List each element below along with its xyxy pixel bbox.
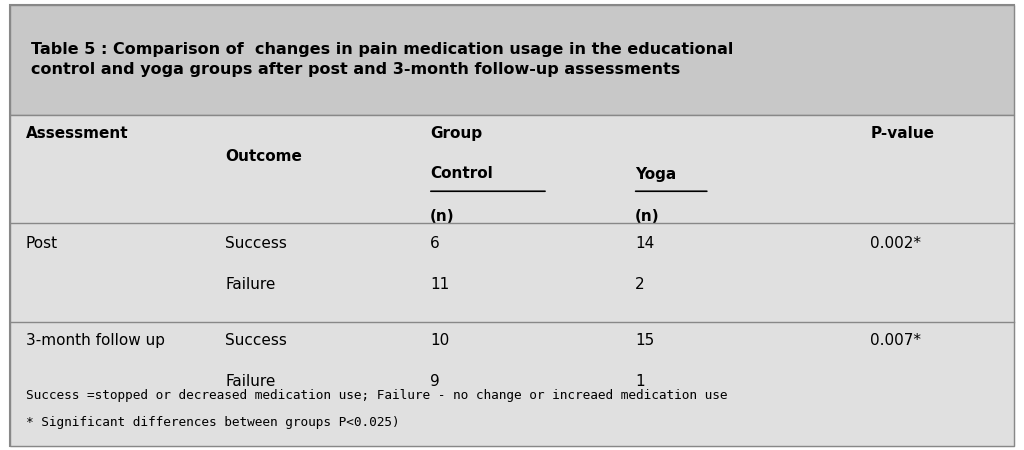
Text: Success: Success — [225, 333, 287, 348]
Text: 11: 11 — [430, 277, 450, 292]
Text: P-value: P-value — [870, 126, 934, 141]
Text: Failure: Failure — [225, 277, 275, 292]
Text: Success: Success — [225, 236, 287, 251]
Text: * Significant differences between groups P<0.025): * Significant differences between groups… — [26, 416, 399, 429]
Text: 2: 2 — [635, 277, 644, 292]
Text: Control: Control — [430, 166, 493, 181]
Text: 15: 15 — [635, 333, 654, 348]
FancyBboxPatch shape — [10, 115, 1014, 446]
Text: 0.007*: 0.007* — [870, 333, 922, 348]
FancyBboxPatch shape — [10, 4, 1014, 446]
Text: Assessment: Assessment — [26, 126, 128, 141]
Text: 14: 14 — [635, 236, 654, 251]
Text: Post: Post — [26, 236, 57, 251]
Text: Success =stopped or decreased medication use; Failure - no change or increaed me: Success =stopped or decreased medication… — [26, 389, 727, 402]
Text: Group: Group — [430, 126, 482, 141]
Text: Table 5 : Comparison of  changes in pain medication usage in the educational
con: Table 5 : Comparison of changes in pain … — [31, 42, 733, 77]
Text: (n): (n) — [635, 209, 659, 224]
Text: Outcome: Outcome — [225, 148, 302, 163]
Text: 10: 10 — [430, 333, 450, 348]
Text: Yoga: Yoga — [635, 166, 676, 181]
Text: 9: 9 — [430, 374, 440, 388]
Text: 3-month follow up: 3-month follow up — [26, 333, 165, 348]
Text: 1: 1 — [635, 374, 644, 388]
Text: 0.002*: 0.002* — [870, 236, 922, 251]
FancyBboxPatch shape — [10, 4, 1014, 115]
Text: 6: 6 — [430, 236, 440, 251]
Text: Failure: Failure — [225, 374, 275, 388]
Text: (n): (n) — [430, 209, 455, 224]
